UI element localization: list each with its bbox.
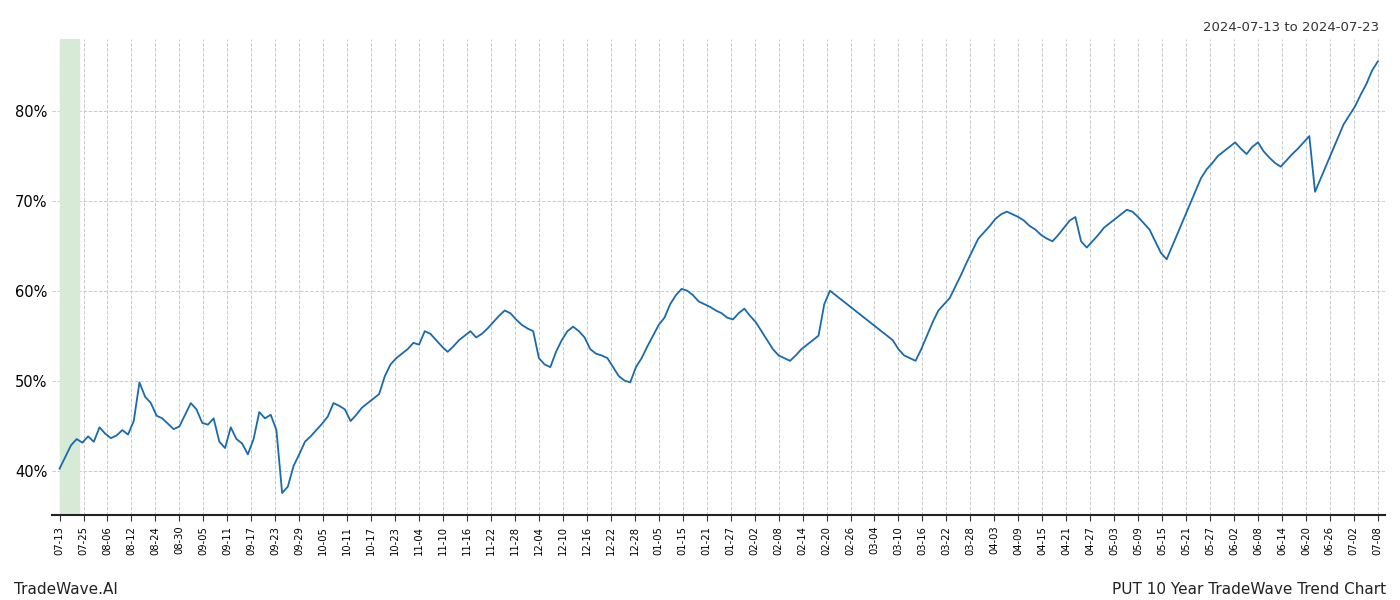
Bar [60,39,78,515]
Text: PUT 10 Year TradeWave Trend Chart: PUT 10 Year TradeWave Trend Chart [1112,582,1386,597]
Text: TradeWave.AI: TradeWave.AI [14,582,118,597]
Text: 2024-07-13 to 2024-07-23: 2024-07-13 to 2024-07-23 [1203,21,1379,34]
